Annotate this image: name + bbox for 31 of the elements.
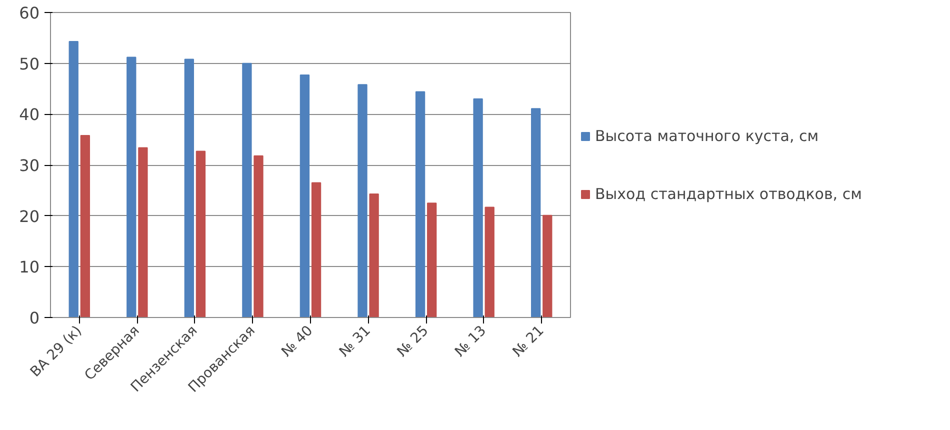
bar	[473, 98, 483, 318]
bar	[311, 182, 322, 318]
bar	[80, 135, 90, 318]
y-tick-label: 20	[19, 206, 40, 226]
bar	[415, 91, 426, 318]
y-tick-label: 50	[19, 54, 40, 74]
bar	[196, 150, 206, 318]
x-tick-label: № 40	[278, 322, 316, 360]
bar	[254, 155, 264, 318]
bar	[358, 84, 368, 318]
x-tick-label: № 31	[336, 322, 374, 360]
bar	[184, 58, 194, 318]
y-tick-label: 30	[19, 156, 40, 175]
bar	[427, 202, 437, 318]
y-tick-label: 60	[19, 4, 40, 22]
bar	[138, 147, 148, 318]
legend-label: Высота маточного куста, см	[595, 126, 819, 144]
bar	[300, 74, 310, 318]
y-tick-label: 10	[19, 258, 40, 277]
legend-label: Выход стандартных отводков, см	[595, 184, 862, 202]
bar	[369, 193, 379, 318]
x-tick-label: № 13	[452, 322, 490, 360]
bar	[484, 206, 494, 318]
bar	[531, 108, 541, 318]
x-tick-label: № 21	[510, 322, 548, 360]
x-tick-label: № 25	[394, 322, 432, 360]
y-tick-label: 40	[19, 105, 40, 124]
bar	[542, 214, 552, 318]
bar	[126, 56, 136, 318]
bar	[68, 40, 78, 318]
bar	[242, 62, 252, 318]
